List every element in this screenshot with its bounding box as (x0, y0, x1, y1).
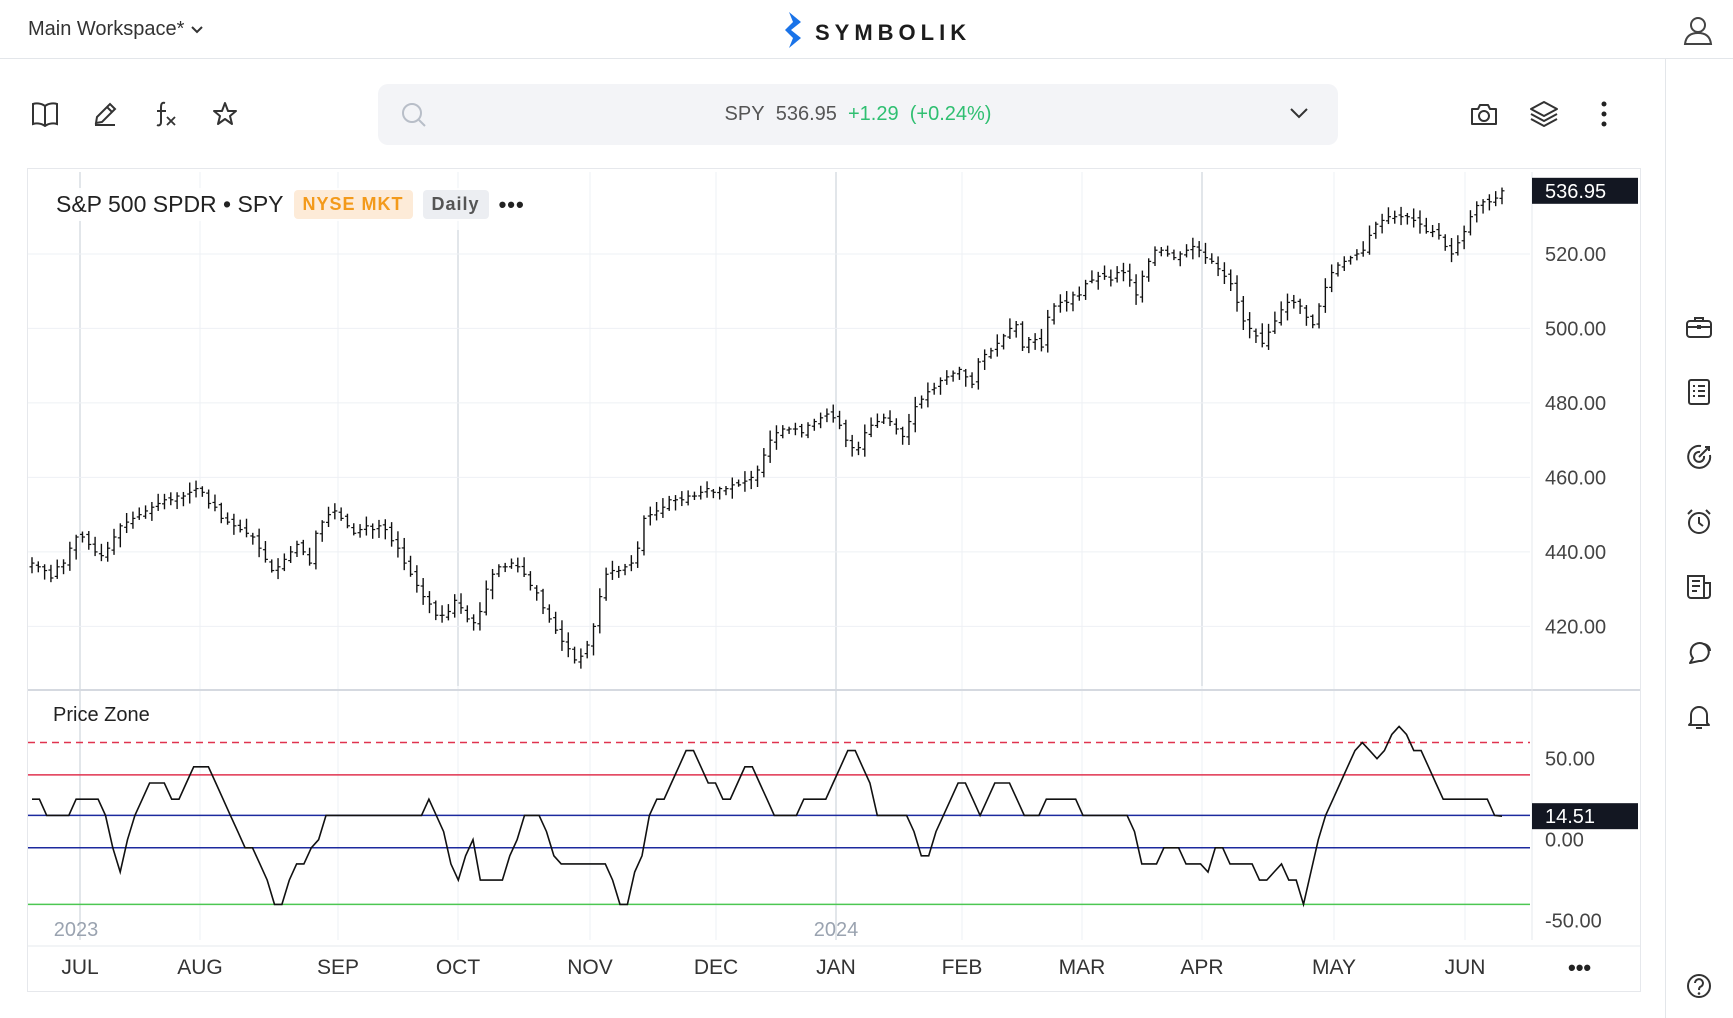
y-tick-label: 520.00 (1545, 244, 1606, 266)
layers-icon[interactable] (1528, 98, 1560, 130)
zone-y-tick-label: 0.00 (1545, 830, 1584, 852)
x-tick-label: DEC (694, 956, 738, 979)
help-icon[interactable] (1683, 970, 1715, 1002)
chart-header-more-button[interactable]: ••• (498, 191, 525, 217)
zone-last-value-label: 14.51 (1545, 806, 1595, 828)
logo-mark-icon (783, 12, 803, 53)
chevron-down-icon (190, 18, 204, 41)
exchange-badge[interactable]: NYSE MKT (293, 190, 413, 219)
briefcase-icon[interactable] (1683, 311, 1715, 343)
target-icon[interactable] (1683, 441, 1715, 473)
x-tick-label: MAY (1312, 956, 1356, 979)
quote-price: 536.95 (775, 103, 837, 125)
x-tick-label: SEP (317, 956, 359, 979)
brand-name: SYMBOLIK (815, 19, 972, 45)
x-tick-label: FEB (942, 956, 983, 979)
user-icon[interactable] (1682, 14, 1714, 51)
x-tick-label: MAR (1059, 956, 1106, 979)
zone-last-value-badge (1532, 803, 1638, 830)
chart-frame (27, 168, 1641, 992)
year-label: 2024 (814, 919, 859, 941)
last-price-badge (1532, 177, 1638, 204)
camera-icon[interactable] (1468, 98, 1500, 130)
quote-change-pct: (+0.24%) (909, 103, 992, 125)
x-tick-label: AUG (177, 956, 223, 979)
quote-symbol: SPY (724, 103, 765, 125)
news-icon[interactable] (1683, 571, 1715, 603)
quote-summary: SPY 536.95 +1.29 (+0.24%) (378, 103, 1338, 126)
book-icon[interactable] (29, 98, 61, 130)
x-tick-label: NOV (567, 956, 613, 979)
more-vertical-icon[interactable] (1588, 98, 1620, 130)
x-tick-label: APR (1180, 956, 1223, 979)
x-tick-label: JUL (61, 956, 98, 979)
y-tick-label: 500.00 (1545, 318, 1606, 340)
y-tick-label: 420.00 (1545, 616, 1606, 638)
top-bar (0, 0, 1733, 59)
list-icon[interactable] (1683, 376, 1715, 408)
y-tick-label: 480.00 (1545, 393, 1606, 415)
workspace-label: Main Workspace* (28, 18, 185, 40)
y-tick-label: 440.00 (1545, 542, 1606, 564)
chat-icon[interactable] (1683, 636, 1715, 668)
indicator-title: Price Zone (53, 704, 150, 726)
x-tick-label: JAN (816, 956, 856, 979)
bell-icon[interactable] (1683, 701, 1715, 733)
interval-badge[interactable]: Daily (422, 190, 489, 219)
brand-logo[interactable]: SYMBOLIK (783, 12, 971, 53)
instrument-title: S&P 500 SPDR • SPY (56, 191, 284, 217)
axis-more-button[interactable]: ••• (1568, 955, 1592, 980)
workspace-selector[interactable]: Main Workspace* (28, 18, 204, 41)
quote-change: +1.29 (848, 103, 899, 125)
zone-y-tick-label: -50.00 (1545, 911, 1602, 933)
last-price-label: 536.95 (1545, 181, 1606, 203)
star-icon[interactable] (209, 98, 241, 130)
x-tick-label: JUN (1445, 956, 1486, 979)
pencil-icon[interactable] (89, 98, 121, 130)
chevron-down-icon[interactable] (1288, 102, 1310, 129)
price-zone-series (32, 725, 1503, 908)
chart-canvas[interactable]: JUL AUG SEP OCT NOV DEC JAN FEB MAR APR MAY JUN 2023… (0, 0, 1665, 1018)
symbol-search-bar[interactable]: SPY 536.95 +1.29 (+0.24%) (378, 84, 1338, 145)
search-icon[interactable] (400, 101, 428, 134)
right-sidebar (1665, 59, 1733, 1018)
x-tick-label: OCT (436, 956, 481, 979)
year-label: 2023 (54, 919, 99, 941)
zone-y-tick-label: 50.00 (1545, 749, 1595, 771)
chart-header: S&P 500 SPDR • SPY NYSE MKT Daily ••• (52, 188, 529, 221)
alarm-icon[interactable] (1683, 506, 1715, 538)
y-tick-label: 460.00 (1545, 467, 1606, 489)
fx-icon[interactable] (149, 98, 181, 130)
